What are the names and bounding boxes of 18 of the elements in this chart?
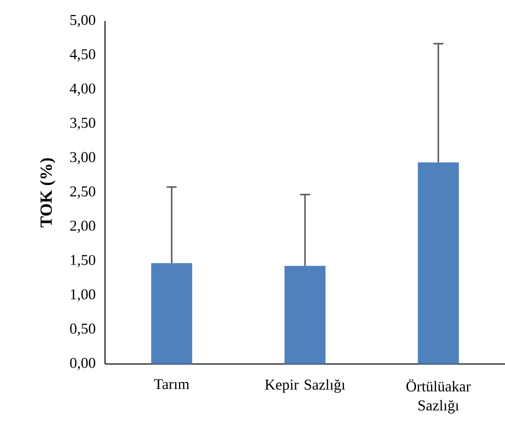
y-tick-label: 4,50: [70, 49, 96, 62]
x-tick-label: Tarım: [154, 379, 190, 390]
bar: [151, 263, 192, 364]
y-tick-label: 0,00: [70, 358, 96, 370]
bar: [418, 162, 459, 364]
x-tick-label: Örtülüakar Sazlığı: [406, 379, 471, 414]
y-tick-label: 1,00: [70, 289, 96, 302]
y-axis-title: TOK (%): [40, 158, 56, 228]
y-tick-label: 2,50: [70, 186, 96, 199]
y-tick-label: 3,00: [70, 152, 96, 164]
y-tick-label: 3,50: [70, 118, 96, 130]
x-tick-label: Kepir Sazlığı: [265, 379, 346, 393]
y-tick-label: 1,50: [70, 254, 96, 268]
y-tick-label: 5,00: [70, 14, 96, 28]
y-tick-label: 0,50: [70, 324, 96, 336]
y-tick-label: 4,00: [70, 83, 96, 96]
y-tick-label: 2,00: [70, 220, 96, 233]
bar: [284, 266, 326, 364]
